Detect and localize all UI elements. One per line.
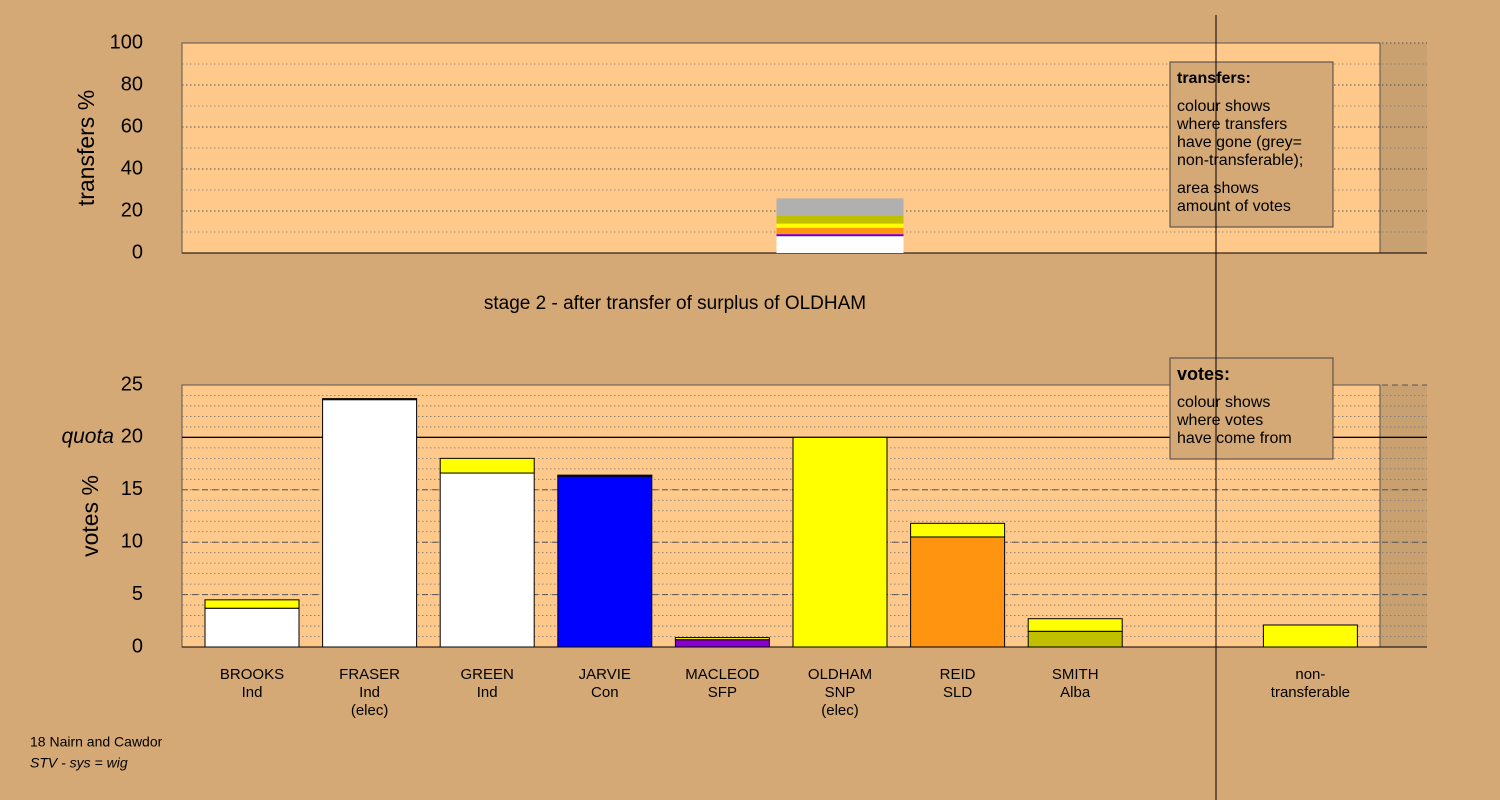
x-tick-label: transferable	[1271, 684, 1350, 701]
bar-segment	[674, 639, 770, 648]
bar-segment	[776, 198, 904, 216]
x-tick-label: MACLEOD	[685, 666, 759, 683]
info-box	[1169, 357, 1334, 460]
y-tick-label: 40	[121, 157, 143, 179]
bar-segment	[439, 457, 535, 474]
bar-segment	[204, 599, 300, 609]
y-tick-label: 5	[132, 583, 143, 605]
info-box-text: have gone (grey=	[1177, 134, 1302, 151]
x-tick-label: non-	[1295, 666, 1325, 683]
y-tick-label: 0	[132, 635, 143, 657]
bar-segment	[439, 472, 535, 648]
x-tick-label: JARVIE	[579, 666, 631, 683]
bar-segment	[776, 236, 904, 253]
x-tick-label: (elec)	[351, 702, 389, 719]
footer-system: STV - sys = wig	[30, 755, 128, 771]
x-tick-label: REID	[940, 666, 976, 683]
y-tick-label: 20	[121, 426, 143, 448]
info-box-text: where votes	[1176, 412, 1263, 429]
bar-segment	[776, 235, 904, 237]
bar-segment	[910, 522, 1006, 538]
bar-segment	[1027, 618, 1123, 632]
bar-segment	[322, 398, 418, 401]
info-box-text: have come from	[1177, 430, 1292, 447]
bar-segment	[792, 436, 888, 648]
bar-segment	[557, 474, 653, 477]
bar-segment	[776, 223, 904, 228]
info-box-text: amount of votes	[1177, 198, 1291, 215]
footer-constituency: 18 Nairn and Cawdor	[30, 734, 163, 750]
x-tick-label: OLDHAM	[808, 666, 872, 683]
y-tick-label: 10	[121, 530, 143, 552]
bar-segment	[776, 215, 904, 224]
y-tick-label: 0	[132, 241, 143, 263]
bar-segment	[557, 475, 653, 648]
bar-segment	[322, 399, 418, 648]
x-tick-label: BROOKS	[220, 666, 284, 683]
x-tick-label: Ind	[242, 684, 263, 701]
stage-caption: stage 2 - after transfer of surplus of O…	[484, 293, 866, 314]
y-axis-label: votes %	[77, 475, 103, 557]
bar-segment	[776, 227, 904, 235]
y-tick-label: 60	[121, 115, 143, 137]
y-tick-label: 100	[110, 31, 143, 53]
x-tick-label: FRASER	[339, 666, 400, 683]
x-tick-label: (elec)	[821, 702, 859, 719]
quota-label: quota	[61, 425, 114, 448]
x-tick-label: Alba	[1060, 684, 1091, 701]
bar-segment	[674, 637, 770, 641]
info-box-title: votes:	[1177, 364, 1230, 384]
info-box-text: area shows	[1177, 180, 1259, 197]
x-tick-label: GREEN	[461, 666, 514, 683]
x-tick-label: Ind	[359, 684, 380, 701]
bar-segment	[1027, 630, 1123, 648]
info-box-text: non-transferable);	[1177, 152, 1303, 169]
info-box-text: where transfers	[1176, 116, 1287, 133]
x-tick-label: SLD	[943, 684, 972, 701]
y-tick-label: 15	[121, 478, 143, 500]
info-box-text: colour shows	[1177, 394, 1270, 411]
x-tick-label: Ind	[477, 684, 498, 701]
x-tick-label: Con	[591, 684, 619, 701]
bar-segment	[204, 607, 300, 648]
info-box-title: transfers:	[1177, 70, 1251, 87]
bar-segment	[910, 536, 1006, 648]
bar-segment	[1262, 624, 1358, 648]
info-box-text: colour shows	[1177, 98, 1270, 115]
x-tick-label: SFP	[708, 684, 737, 701]
bar-segment	[776, 234, 904, 236]
y-tick-label: 25	[121, 373, 143, 395]
y-tick-label: 80	[121, 73, 143, 95]
x-tick-label: SMITH	[1052, 666, 1099, 683]
y-axis-label: transfers %	[73, 90, 99, 206]
info-box	[1169, 61, 1334, 228]
x-tick-label: SNP	[825, 684, 856, 701]
y-tick-label: 20	[121, 199, 143, 221]
